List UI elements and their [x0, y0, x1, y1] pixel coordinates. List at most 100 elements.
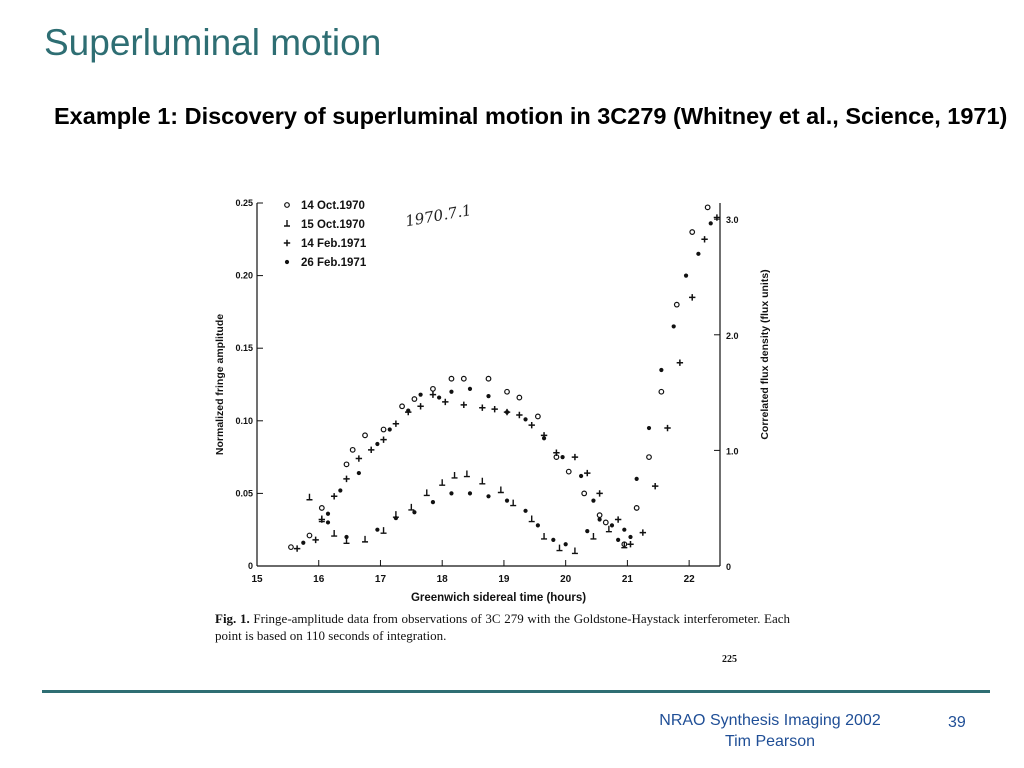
data-point [380, 426, 387, 433]
x-axis-title: Greenwich sidereal time (hours) [411, 592, 586, 604]
y-tick-label: 0.20 [235, 271, 253, 281]
data-point [683, 273, 689, 278]
data-point [343, 461, 350, 468]
data-point [528, 515, 535, 523]
y-tick-label: 0.15 [235, 343, 253, 353]
data-point [579, 473, 584, 479]
data-point [442, 398, 449, 406]
data-point [375, 527, 380, 532]
data-point [616, 537, 621, 542]
data-point [485, 375, 492, 382]
x-tick-label: 18 [437, 574, 449, 585]
footer-credit: NRAO Synthesis Imaging 2002 Tim Pearson [610, 710, 930, 752]
data-point [301, 540, 306, 545]
data-point [356, 470, 361, 476]
data-point [343, 475, 350, 483]
y-tick-label: 0.05 [235, 488, 253, 498]
data-point [406, 408, 411, 413]
data-point [556, 544, 563, 552]
data-point [658, 388, 665, 395]
legend-marker [284, 202, 290, 208]
data-point [504, 498, 510, 503]
journal-page-number: 225 [722, 654, 737, 665]
data-point [330, 493, 338, 500]
slide-title: Superluminal motion [44, 22, 382, 63]
data-point [325, 520, 331, 525]
footer-rule [42, 690, 990, 693]
data-point [602, 519, 609, 526]
data-point [325, 511, 331, 516]
data-point [449, 389, 454, 394]
data-point [646, 454, 652, 461]
data-point [605, 525, 612, 533]
data-point [591, 498, 596, 503]
data-point [439, 479, 446, 486]
data-point [437, 395, 442, 400]
data-point [634, 476, 639, 481]
data-point [504, 409, 510, 415]
data-point [708, 221, 713, 226]
data-point [535, 523, 540, 528]
data-point [467, 386, 473, 391]
legend-label: 15 Oct.1970 [301, 219, 365, 231]
data-point [362, 432, 368, 439]
data-point [411, 396, 418, 402]
data-point [596, 490, 603, 497]
data-point [504, 388, 510, 395]
x-tick-label: 19 [498, 574, 510, 585]
data-point [380, 436, 387, 443]
data-point [541, 532, 548, 540]
footer-line-1: NRAO Synthesis Imaging 2002 [659, 712, 881, 729]
x-tick-label: 15 [251, 574, 263, 585]
data-point [516, 411, 523, 419]
data-point [338, 488, 343, 493]
y2-tick-label: 1.0 [726, 446, 739, 456]
data-point [696, 251, 701, 256]
data-point [306, 532, 313, 539]
y2-tick-label: 3.0 [726, 215, 739, 225]
data-point [585, 529, 590, 534]
legend-marker [284, 259, 290, 265]
footer-line-2: Tim Pearson [724, 733, 816, 750]
data-point [664, 424, 671, 432]
legend-marker [284, 220, 290, 227]
x-tick-label: 21 [622, 574, 634, 585]
data-point [622, 527, 627, 532]
caption-text: Fringe-amplitude data from observations … [215, 611, 791, 643]
data-point [516, 394, 523, 401]
data-point [460, 401, 468, 409]
data-point [563, 542, 568, 547]
data-point [460, 375, 467, 382]
fringe-amplitude-chart: 15 16 17 18 19 20 21 22 0 0.05 0.10 0.15 0.20 0.25 0 1.… [214, 198, 771, 604]
handwritten-note: 1970.7.1 [404, 201, 473, 230]
data-point [590, 532, 597, 540]
data-point [430, 500, 436, 505]
data-point [479, 477, 486, 485]
data-point [463, 470, 470, 478]
data-point [704, 204, 711, 211]
data-point [467, 491, 473, 496]
data-point [451, 471, 458, 479]
data-point [584, 469, 591, 477]
data-point [510, 499, 517, 507]
data-point [560, 455, 565, 460]
data-point [412, 510, 417, 515]
data-point [571, 453, 579, 461]
data-point [331, 530, 338, 537]
data-point [387, 427, 392, 432]
data-point [597, 517, 602, 522]
data-point [312, 536, 319, 544]
data-point [689, 229, 696, 235]
y-axis-title: Normalized fringe amplitude [214, 314, 226, 455]
data-point [479, 404, 486, 411]
data-point [417, 403, 424, 410]
slide-subtitle: Example 1: Discovery of superluminal mot… [54, 103, 1008, 129]
x-tick-label: 22 [684, 574, 696, 585]
data-point [671, 324, 676, 329]
y2-axis-title: Correlated flux density (flux units) [759, 269, 771, 439]
data-point [673, 301, 680, 308]
data-point [318, 505, 325, 511]
data-point [689, 294, 696, 301]
data-point [408, 503, 415, 511]
data-point [534, 413, 541, 420]
